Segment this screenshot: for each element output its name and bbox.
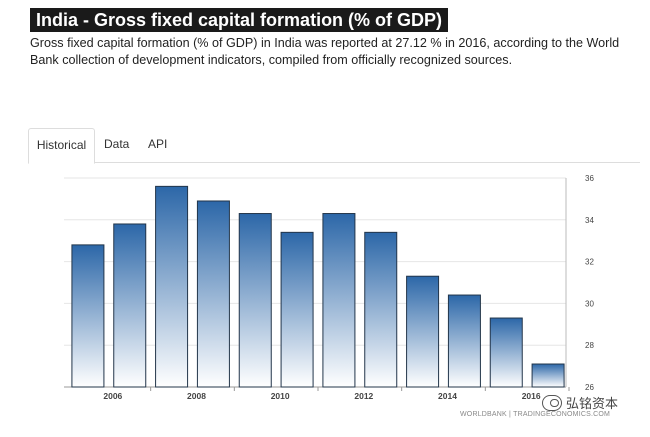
bar-2012 (364, 231, 398, 388)
bar-2006 (113, 223, 147, 388)
bar-2014 (447, 294, 481, 388)
page-title: India - Gross fixed capital formation (%… (30, 8, 449, 32)
wechat-icon (542, 394, 562, 411)
bar-2011 (322, 213, 356, 388)
tab-bar: Historical Data API (28, 128, 640, 164)
bar-2016 (531, 363, 565, 388)
bar-2005 (71, 244, 105, 388)
source-label: WORLDBANK | TRADINGECONOMICS.COM (460, 411, 611, 418)
x-tick-label: 2010 (271, 391, 290, 401)
bar-2010 (280, 231, 314, 388)
tab-api[interactable]: API (148, 137, 168, 151)
y-tick-label: 28 (585, 341, 594, 350)
watermark-text: 弘铭资本 (566, 396, 619, 411)
bar-2015 (489, 317, 523, 388)
x-tick-label: 2008 (187, 391, 206, 401)
bar-2009 (238, 213, 272, 388)
bar-2013 (406, 275, 440, 388)
x-tick-label: 2012 (354, 391, 373, 401)
y-tick-label: 26 (585, 383, 594, 392)
page-subtitle: Gross fixed capital formation (% of GDP)… (30, 36, 620, 67)
y-tick-label: 32 (585, 258, 594, 267)
tab-data[interactable]: Data (104, 137, 130, 151)
x-tick-label: 2016 (522, 391, 541, 401)
y-tick-label: 34 (585, 216, 594, 225)
y-tick-label: 30 (585, 299, 594, 308)
bar-2007 (155, 185, 189, 388)
x-tick-label: 2006 (103, 391, 122, 401)
bar-2008 (196, 200, 230, 388)
y-tick-label: 36 (585, 174, 594, 183)
tab-historical[interactable]: Historical (28, 128, 95, 164)
x-tick-label: 2014 (438, 391, 457, 401)
watermark: 弘铭资本 (542, 393, 618, 412)
